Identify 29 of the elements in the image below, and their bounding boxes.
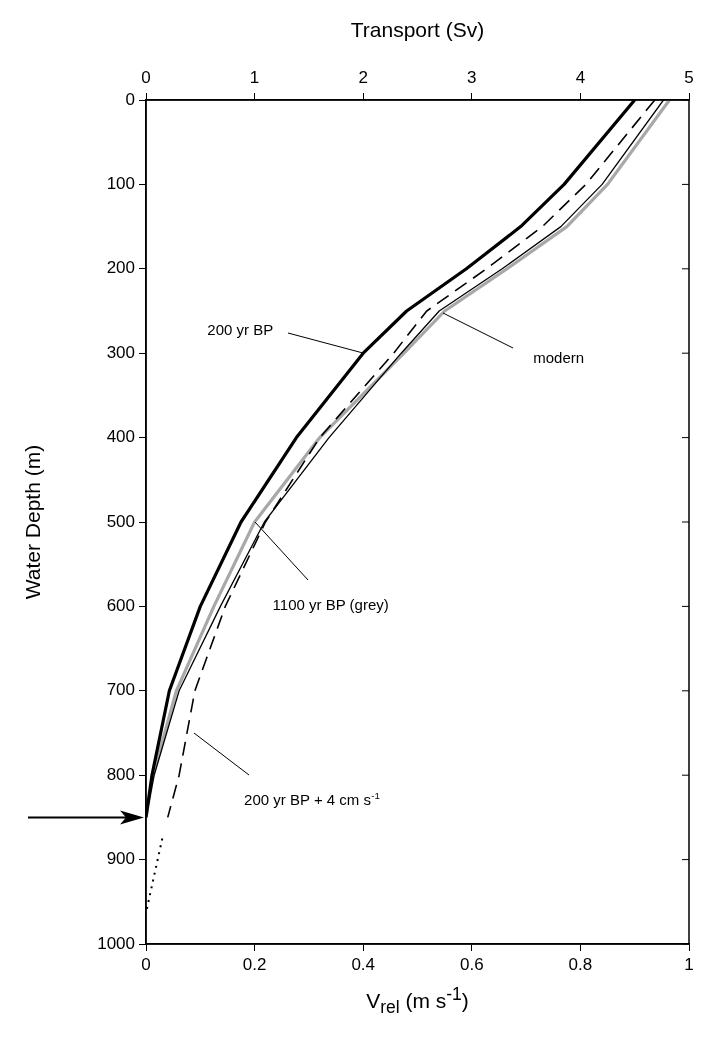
x2-tick-label: 2 [358,68,368,88]
y-tick-label: 200 [106,258,135,278]
x2-tick-label: 3 [467,68,477,88]
x-tick-label: 0.4 [351,954,376,974]
x2-tick-label: 4 [575,68,586,88]
x-axis-title: V$_{rel}$ (m s$^{-1}$) [365,984,470,1019]
x2-tick-label: 5 [684,68,694,88]
y-tick-label: 600 [106,596,135,616]
x2-tick-label: 1 [249,68,260,88]
text: 200 yr BP [207,321,274,339]
y-axis-title: Water Depth (m) [21,444,45,600]
y-tick-label: 800 [106,764,135,784]
text: modern [533,349,585,366]
y-tick-label: 900 [106,849,135,869]
y-tick-label: 1000 [97,933,135,953]
y-tick-label: 0 [125,89,135,109]
x-tick-label: 1 [684,954,694,974]
x-tick-label: 0 [141,954,151,974]
y-tick-label: 500 [106,511,135,531]
x-tick-label: 0.6 [459,954,484,974]
x2-axis-title: Transport (Sv) [349,18,486,42]
y-tick-label: 300 [106,342,135,362]
y-tick-label: 100 [106,174,135,194]
x-tick-label: 0.8 [568,954,593,974]
x2-tick-label: 0 [141,68,151,88]
y-tick-label: 400 [106,427,135,447]
x-tick-label: 0.2 [242,954,267,974]
y-tick-label: 700 [106,680,135,700]
text: 1100 yr BP (grey) [272,596,389,613]
